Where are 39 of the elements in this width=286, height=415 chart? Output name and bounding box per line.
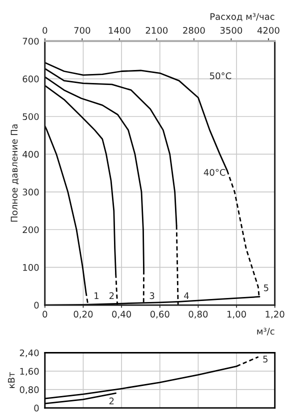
y-tick-label: 100 — [23, 264, 39, 271]
annotation: 4 — [184, 292, 189, 299]
x-tick-label: 0,80 — [188, 310, 208, 318]
annotation: 5 — [264, 284, 268, 292]
x-tick-label: 1,00 — [227, 310, 246, 318]
y-tick-label: 300 — [22, 188, 39, 196]
y-tick-label: 2,40 — [20, 349, 39, 358]
x-axis-title: м³/с — [257, 328, 274, 336]
x-tick-label: 0 — [42, 310, 48, 318]
x2-tick-label: 3500 — [220, 26, 242, 34]
y-tick-label: 1,60 — [20, 368, 39, 376]
y-tick-label: 0,80 — [20, 386, 39, 394]
y-axis-title: Полное давление Па — [10, 124, 19, 222]
annotation: 1 — [94, 292, 98, 299]
annotation: 50°C — [210, 72, 232, 80]
y-tick-label: 700 — [22, 38, 39, 45]
x2-axis-title: Расход м³/час — [210, 13, 274, 22]
y-tick-label: 0 — [34, 302, 39, 309]
y-tick-label: 500 — [22, 113, 39, 120]
x-tick-label: 0,40 — [112, 310, 131, 318]
x2-tick-label: 4200 — [257, 26, 280, 34]
annotation: 40°C — [204, 168, 226, 176]
y-tick-label: 0 — [34, 404, 39, 412]
x2-tick-label: 700 — [74, 26, 90, 34]
x-tick-label: 0,20 — [74, 310, 93, 318]
y-tick-label: 400 — [22, 150, 39, 158]
y-axis-title: кВт — [8, 372, 15, 388]
x2-tick-label: 0 — [42, 26, 48, 34]
annotation: 2 — [109, 398, 114, 404]
y-tick-label: 200 — [22, 226, 39, 234]
x2-tick-label: 1400 — [108, 26, 130, 34]
x-tick-label: 0,60 — [150, 310, 170, 318]
annotation: 3 — [150, 292, 154, 300]
annotation: 2 — [109, 292, 114, 299]
annotation: 5 — [263, 356, 268, 362]
x2-tick-label: 2800 — [183, 26, 205, 34]
y-tick-label: 600 — [22, 76, 39, 82]
x-tick-label: 1,20 — [266, 310, 284, 318]
x2-tick-label: 2100 — [146, 26, 168, 34]
